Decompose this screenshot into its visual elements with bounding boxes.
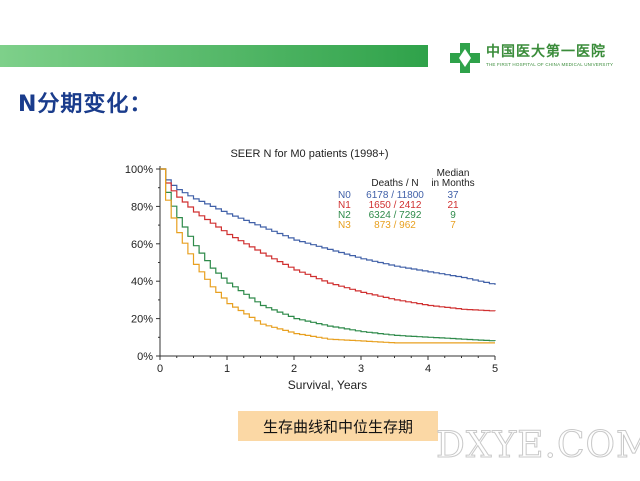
legend-deaths-n0: 6178 / 11800: [366, 190, 424, 201]
series-line-n1: [160, 168, 496, 312]
x-tick-label: 5: [492, 363, 498, 375]
legend-header-median: in Months: [431, 178, 474, 189]
survival-chart: SEER N for M0 patients (1998+) 0% 20% 40% 60…: [125, 148, 498, 392]
legend-deaths-n1: 1650 / 2412: [369, 200, 422, 211]
y-tick-label: 20%: [131, 314, 153, 326]
series-line-n3: [160, 168, 495, 344]
y-tick-label: 80%: [131, 201, 153, 213]
legend-label-n3: N3: [338, 220, 351, 231]
legend-label-n2: N2: [338, 210, 351, 221]
legend-median-n1: 21: [447, 200, 459, 211]
x-tick-label: 1: [224, 363, 230, 375]
x-axis-label: Survival, Years: [288, 378, 367, 392]
header-accent-bar: [0, 45, 428, 67]
x-tick-label: 0: [157, 363, 163, 375]
y-tick-label: 100%: [125, 164, 153, 176]
legend-header-median: Median: [437, 168, 470, 179]
caption-label: 生存曲线和中位生存期: [238, 411, 438, 441]
y-tick-label: 60%: [131, 239, 153, 251]
watermark: DXYE.COM: [436, 425, 640, 467]
chart-title: SEER N for M0 patients (1998+): [230, 148, 388, 160]
x-tick-label: 4: [425, 363, 431, 375]
legend-label-n1: N1: [338, 200, 351, 211]
series-line-n2: [160, 168, 496, 342]
x-tick-label: 3: [358, 363, 364, 375]
logo-chinese-text: 中国医大第一医院: [486, 44, 606, 60]
legend-median-n0: 37: [447, 190, 459, 201]
y-tick-label: 40%: [131, 276, 153, 288]
hospital-logo: 中国医大第一医院 THE FIRST HOSPITAL OF CHINA MED…: [448, 38, 638, 78]
series-line-n0: [160, 168, 496, 285]
legend-label-n0: N0: [338, 190, 351, 201]
medical-cross-icon: [450, 43, 480, 73]
x-tick-label: 2: [291, 363, 297, 375]
legend-median-n2: 9: [450, 210, 456, 221]
legend-deaths-n2: 6324 / 7292: [369, 210, 422, 221]
legend-deaths-n3: 873 / 962: [374, 220, 416, 231]
y-tick-label: 0%: [137, 351, 153, 363]
legend-median-n3: 7: [450, 220, 456, 231]
logo-english-text: THE FIRST HOSPITAL OF CHINA MEDICAL UNIV…: [486, 62, 614, 67]
legend-header-deaths: Deaths / N: [371, 178, 418, 189]
slide-title: N分期变化：: [18, 92, 153, 117]
